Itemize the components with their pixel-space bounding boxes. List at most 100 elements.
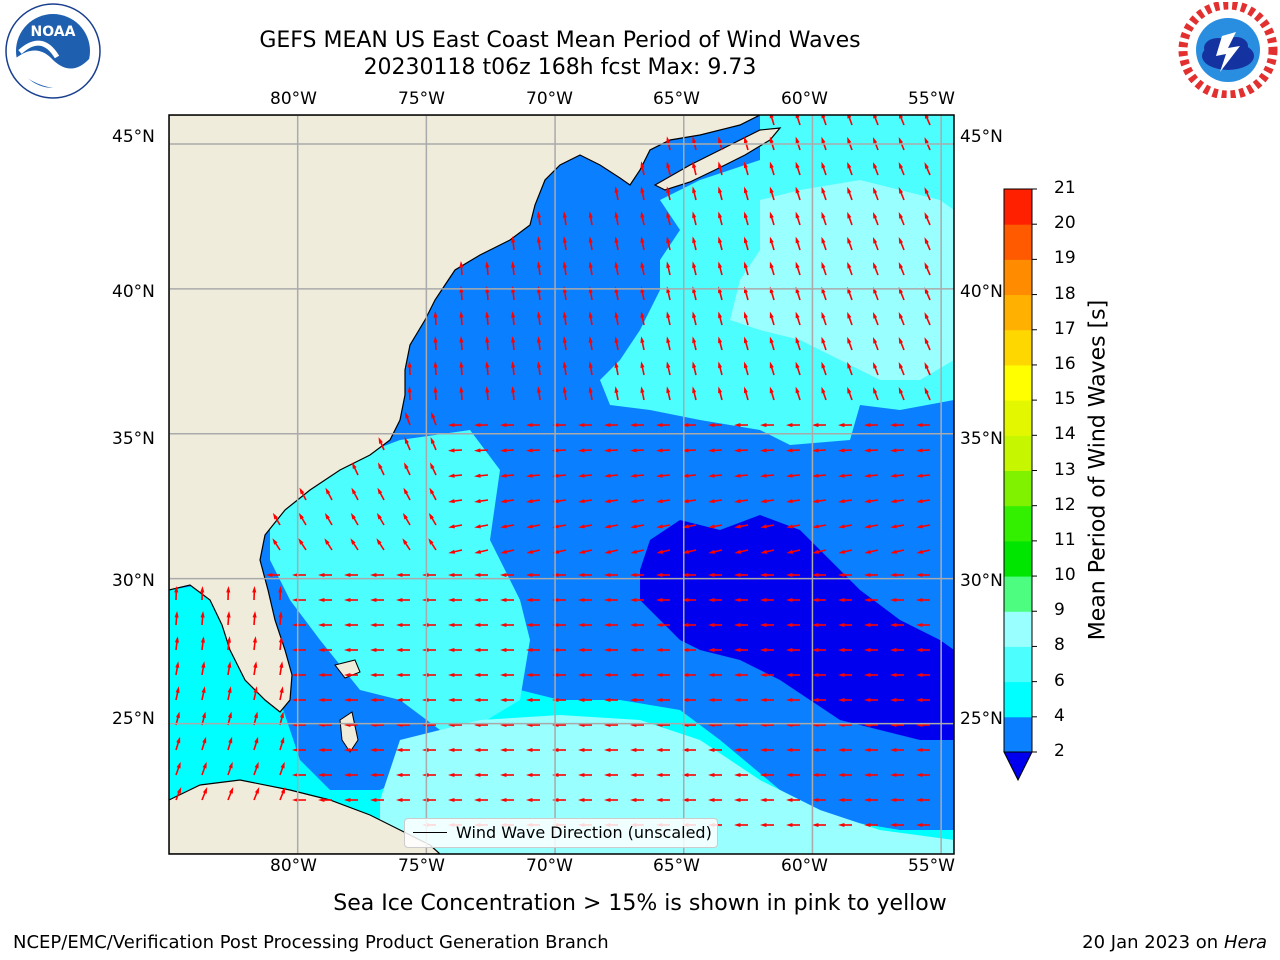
wind-arrow-head <box>292 772 299 778</box>
wind-arrow-head <box>838 597 845 603</box>
lat-tick-right: 45°N <box>960 127 1003 147</box>
wind-arrow-head <box>396 647 403 653</box>
wind-arrow-head <box>812 423 819 428</box>
wind-arrow-head <box>795 361 800 369</box>
wind-arrow-head <box>511 311 516 318</box>
wind-arrow-head <box>656 572 663 578</box>
wind-arrow-head <box>656 499 663 504</box>
lon-tick-bottom: 65°W <box>653 856 700 876</box>
wind-arrow-head <box>536 336 542 343</box>
wind-arrow-head <box>485 336 490 343</box>
wind-arrow-head <box>718 336 723 344</box>
wind-arrow-head <box>448 672 455 678</box>
wind-arrow-head <box>292 797 299 803</box>
colorbar-tick-label: 17 <box>1054 318 1076 339</box>
wind-arrow-head <box>786 524 793 529</box>
wind-arrow-head <box>838 647 845 653</box>
wind-arrow-head <box>278 611 283 618</box>
wind-arrow-head <box>175 711 180 719</box>
wind-arrow-head <box>760 448 767 453</box>
wind-arrow-head <box>838 549 846 554</box>
wind-arrow-head <box>864 597 871 603</box>
colorbar-tick-label: 15 <box>1054 389 1076 410</box>
colorbar-tick-label: 12 <box>1054 494 1076 515</box>
wind-arrow-head <box>743 336 748 344</box>
wind-arrow-head <box>708 797 715 803</box>
wind-arrow-head <box>202 787 208 794</box>
wind-arrow-head <box>578 772 585 778</box>
wind-arrow-head <box>299 487 305 495</box>
wind-arrow-head <box>708 499 715 504</box>
wind-arrow-head <box>769 115 774 119</box>
wind-arrow-head <box>500 524 507 529</box>
wind-arrow-head <box>692 211 697 219</box>
colorbar-segment <box>1004 611 1032 647</box>
period-region-8-9 <box>730 180 954 380</box>
noaa-logo-text: NOAA <box>31 24 76 40</box>
wind-arrow-head <box>630 697 637 703</box>
land-bahamas <box>334 659 361 753</box>
wind-arrow-head <box>448 572 455 578</box>
wind-arrow-head <box>614 386 619 393</box>
wind-arrow-head <box>708 647 715 653</box>
wind-arrow-head <box>640 336 645 344</box>
wind-arrow-head <box>656 549 664 554</box>
wind-arrow-head <box>227 661 232 668</box>
colorbar-tick-label: 18 <box>1054 283 1076 304</box>
wind-arrow-head <box>448 499 455 504</box>
wind-arrow-head <box>500 647 507 653</box>
wind-arrow-head <box>630 423 637 428</box>
wind-arrow-head <box>448 448 455 453</box>
wind-arrow-head <box>708 423 715 428</box>
wind-arrow-head <box>459 386 464 393</box>
wind-arrow-head <box>500 499 507 504</box>
colorbar-tick-label: 19 <box>1054 248 1076 269</box>
wind-arrow-head <box>666 161 671 169</box>
wind-arrow-head <box>402 512 408 520</box>
wind-arrow-head <box>370 772 377 778</box>
wind-arrow-head <box>924 312 929 319</box>
wind-arrow-head <box>279 711 284 719</box>
wind-arrow-head <box>578 747 585 753</box>
wind-arrow-head <box>734 822 741 828</box>
wind-arrow-head <box>898 337 904 344</box>
colorbar-tick-label: 20 <box>1054 213 1076 234</box>
wind-arrow-head <box>202 736 207 744</box>
wind-arrow-head <box>890 499 897 504</box>
wind-arrow-head <box>812 772 819 778</box>
wind-arrow-head <box>666 311 671 319</box>
wind-arrow-head <box>734 697 741 703</box>
wind-arrow-head <box>682 473 689 478</box>
wind-arrow-head <box>253 661 258 668</box>
wind-arrow-head <box>175 661 180 668</box>
lat-tick-left: 45°N <box>112 127 155 147</box>
wind-arrow-head <box>656 747 663 753</box>
wind-arrow-head <box>812 822 819 828</box>
wind-arrow-head <box>786 499 793 504</box>
wind-arrow-head <box>916 572 923 578</box>
wind-arrow-head <box>500 448 507 453</box>
wind-arrow-head <box>666 186 671 194</box>
wind-arrow-head <box>588 386 593 393</box>
wind-arrow-head <box>890 747 897 753</box>
wind-arrow-head <box>526 697 533 703</box>
lat-tick-right: 30°N <box>960 571 1003 591</box>
wind-arrow-head <box>511 386 516 393</box>
wind-arrow-head <box>864 772 871 778</box>
wind-arrow-head <box>604 448 611 453</box>
wind-arrow-head <box>708 747 715 753</box>
footer-date: 20 Jan 2023 on Hera <box>1082 932 1267 953</box>
wind-arrow-head <box>916 423 923 428</box>
wind-arrow-head <box>666 211 671 219</box>
wind-arrow-head <box>812 473 819 478</box>
wind-arrow-head <box>370 797 377 803</box>
wind-arrow-head <box>872 236 878 244</box>
wind-arrow-head <box>898 212 904 219</box>
wind-arrow-head <box>376 512 382 520</box>
wind-arrow-head <box>318 647 325 653</box>
wind-arrow-head <box>682 797 689 803</box>
wind-arrow-head <box>292 697 299 703</box>
wind-arrow-head <box>292 672 299 678</box>
wind-arrow-head <box>795 186 800 194</box>
wind-arrow-head <box>318 797 325 803</box>
